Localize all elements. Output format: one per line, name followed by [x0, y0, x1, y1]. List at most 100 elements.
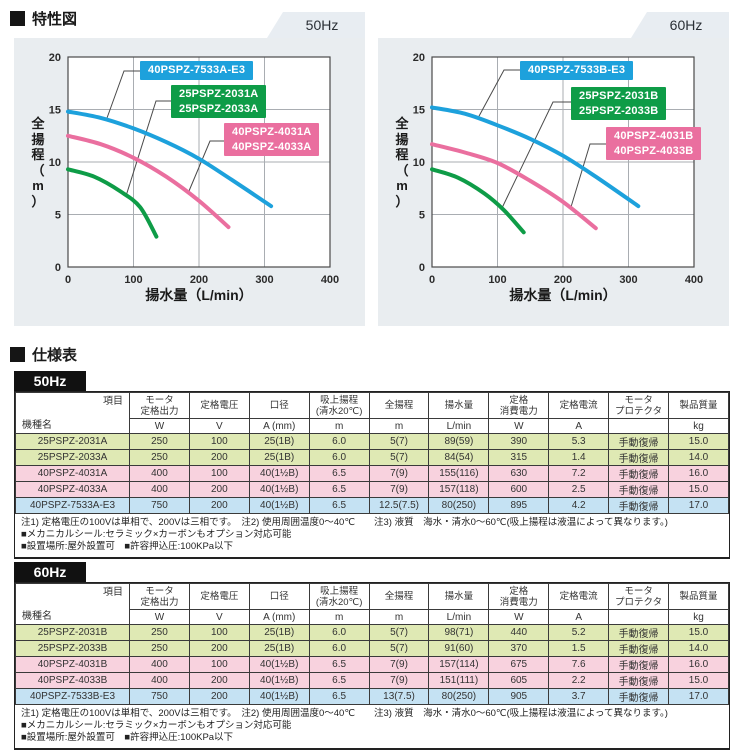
table-row: 25PSPZ-2033A 250 200 25(1B) 6.0 5(7) 84(54) 315…: [15, 449, 729, 466]
value-cell: 100: [188, 656, 250, 673]
y-tick-label: 15: [49, 105, 61, 117]
note-line: ■設置場所:屋外設置可 ■許容押込圧:100KPa以下: [21, 732, 234, 743]
table-row: 40PSPZ-7533B-E3 750 200 40(1½B) 6.5 13(7.5) 80…: [15, 688, 729, 705]
value-cell: 40(1½B): [248, 465, 310, 482]
x-tick-label: 200: [554, 274, 572, 286]
curve-40pspz-7533: [66, 109, 274, 209]
spec-table-box-50hz: 項目 機種名 モータ 定格出力 定格電圧 口径 吸上揚程 (清水20℃) 全揚程 揚水量 定格 …: [14, 391, 730, 559]
chart-block-60hz: 60Hz 0 100 200 300 400 0 5 10 15 20 全 揚 程 （ m ） 揚…: [378, 12, 729, 326]
value-cell: 100: [188, 433, 250, 450]
table-row: 40PSPZ-4031A 400 100 40(1½B) 6.5 7(9) 155(116)…: [15, 465, 729, 482]
value-cell: 400: [129, 656, 190, 673]
column-header: 揚水量: [428, 392, 490, 419]
model-name-cell: 40PSPZ-7533A-E3: [15, 497, 130, 514]
value-cell: 440: [488, 624, 550, 641]
value-cell: 605: [488, 672, 550, 689]
value-cell: 15.0: [668, 481, 729, 498]
column-header: 製品質量: [668, 392, 729, 419]
table-label-50hz: 50Hz: [14, 371, 86, 391]
column-unit: W: [129, 418, 190, 434]
value-cell: 12.5(7.5): [368, 497, 430, 514]
spec-table-box-60hz: 項目 機種名 モータ 定格出力 定格電圧 口径 吸上揚程 (清水20℃) 全揚程 揚水量 定格 …: [14, 582, 730, 750]
value-cell: 手動復帰: [608, 624, 670, 641]
section-marker-icon: [10, 11, 25, 26]
curve-40pspz-40: [66, 133, 231, 230]
note-line: ■メカニカルシール:セラミック×カーボンもオプション対応可能: [21, 529, 292, 540]
series-label-40pspz-7533: 40PSPZ-7533A-E3: [140, 61, 254, 80]
note-line: ■設置場所:屋外設置可 ■許容押込圧:100KPa以下: [21, 541, 234, 552]
column-unit: m: [368, 609, 430, 625]
column-header: 揚水量: [428, 583, 490, 610]
value-cell: 手動復帰: [608, 497, 670, 514]
value-cell: 5.3: [548, 433, 610, 450]
model-name-cell: 40PSPZ-4033B: [15, 672, 130, 689]
value-cell: 13(7.5): [368, 688, 430, 705]
column-header: 吸上揚程 (清水20℃): [308, 583, 370, 610]
x-tick-label: 100: [124, 274, 142, 286]
value-cell: 15.0: [668, 624, 729, 641]
model-name-cell: 40PSPZ-7533B-E3: [15, 688, 130, 705]
value-cell: 7(9): [368, 672, 430, 689]
column-header: モータ プロテクタ: [608, 583, 670, 610]
value-cell: 16.0: [668, 465, 729, 482]
value-cell: 200: [188, 449, 250, 466]
series-label-40pspz-40: 40PSPZ-4031A 40PSPZ-4033A: [224, 123, 320, 156]
spec-table-50hz: 項目 機種名 モータ 定格出力 定格電圧 口径 吸上揚程 (清水20℃) 全揚程 揚水量 定格 …: [15, 392, 729, 514]
column-header: 定格 消費電力: [488, 583, 550, 610]
value-cell: 370: [488, 640, 550, 657]
corner-label-item: 項目: [103, 396, 123, 407]
chart-panel-50hz: 0 100 200 300 400 0 5 10 15 20 全 揚 程 （ m ） 揚水量（L/…: [14, 38, 365, 326]
value-cell: 6.5: [308, 497, 370, 514]
value-cell: 14.0: [668, 640, 729, 657]
section-header-characteristics: 特性図: [10, 8, 77, 29]
series-label-25pspz-20: 25PSPZ-2031A 25PSPZ-2033A: [171, 85, 267, 118]
x-tick-label: 100: [488, 274, 506, 286]
model-name-cell: 40PSPZ-4031A: [15, 465, 130, 482]
chart-block-50hz: 50Hz 0 100 200 300 400 0 5 10 15 20 全 揚 程 （ m ） 揚…: [14, 12, 365, 326]
value-cell: 400: [129, 672, 190, 689]
column-header: モータ プロテクタ: [608, 392, 670, 419]
model-name-cell: 40PSPZ-4031B: [15, 656, 130, 673]
value-cell: 157(118): [428, 481, 490, 498]
value-cell: 80(250): [428, 497, 490, 514]
value-cell: 2.2: [548, 672, 610, 689]
value-cell: 手動復帰: [608, 481, 670, 498]
column-unit: L/min: [428, 418, 490, 434]
value-cell: 6.5: [308, 656, 370, 673]
column-unit: A: [548, 609, 610, 625]
value-cell: 7(9): [368, 465, 430, 482]
x-tick-label: 300: [255, 274, 273, 286]
note-line: 注1) 定格電圧の100Vは単相で、200Vは三相です。 注2) 使用周囲温度0…: [21, 517, 668, 528]
frequency-tab-60hz: 60Hz: [631, 12, 729, 38]
y-tick-label: 10: [49, 157, 61, 169]
value-cell: 6.5: [308, 672, 370, 689]
value-cell: 89(59): [428, 433, 490, 450]
model-name-cell: 40PSPZ-4033A: [15, 481, 130, 498]
y-axis-title: 全 揚 程 （ m ）: [395, 116, 409, 209]
leader-line-7533: [477, 69, 520, 119]
y-tick-label: 20: [49, 52, 61, 64]
table-notes: 注1) 定格電圧の100Vは単相で、200Vは三相です。 注2) 使用周囲温度0…: [15, 705, 729, 748]
value-cell: 5(7): [368, 449, 430, 466]
y-tick-label: 10: [413, 157, 425, 169]
value-cell: 91(60): [428, 640, 490, 657]
curve-40pspz-40: [430, 142, 598, 231]
table-row: 40PSPZ-4033A 400 200 40(1½B) 6.5 7(9) 157(118)…: [15, 481, 729, 498]
value-cell: 750: [129, 688, 190, 705]
y-tick-label: 15: [413, 105, 425, 117]
value-cell: 250: [129, 449, 190, 466]
value-cell: 7.2: [548, 465, 610, 482]
column-unit: [608, 418, 670, 434]
value-cell: 600: [488, 481, 550, 498]
value-cell: 315: [488, 449, 550, 466]
value-cell: 25(1B): [248, 433, 310, 450]
value-cell: 手動復帰: [608, 433, 670, 450]
value-cell: 100: [188, 465, 250, 482]
y-tick-label: 0: [419, 262, 425, 274]
section-marker-icon: [10, 347, 25, 362]
column-header: 口径: [248, 583, 310, 610]
y-tick-label: 20: [413, 52, 425, 64]
value-cell: 40(1½B): [248, 672, 310, 689]
x-tick-label: 0: [429, 274, 435, 286]
